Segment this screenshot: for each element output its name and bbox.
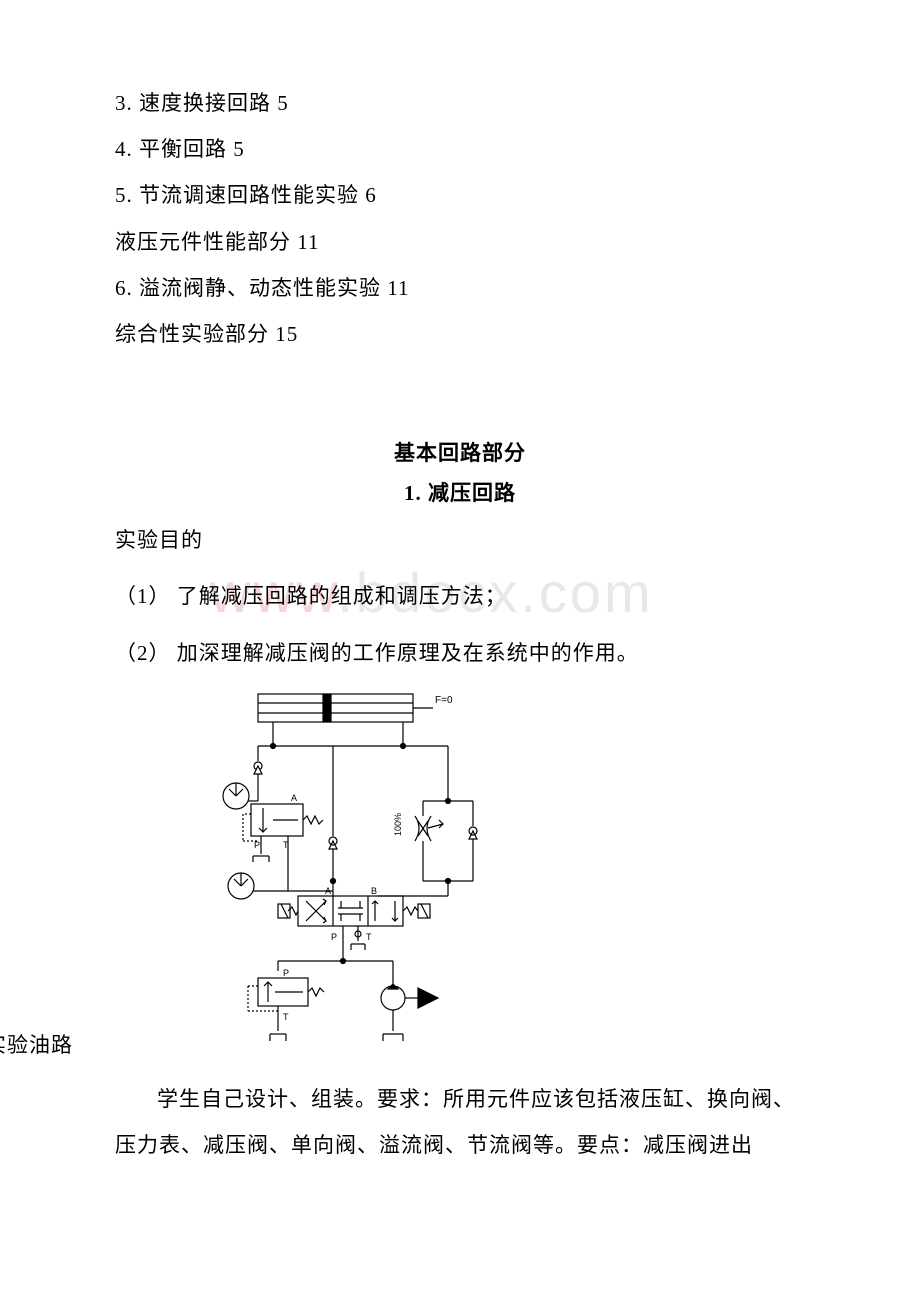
svg-text:T: T: [366, 932, 372, 942]
page-content: 3. 速度换接回路 5 4. 平衡回路 5 5. 节流调速回路性能实验 6 液压…: [115, 80, 805, 1168]
svg-text:P: P: [331, 932, 337, 942]
svg-text:T: T: [283, 1012, 289, 1022]
toc-list: 3. 速度换接回路 5 4. 平衡回路 5 5. 节流调速回路性能实验 6 液压…: [115, 80, 805, 357]
sub-heading: 1. 减压回路: [115, 477, 805, 507]
hydraulic-diagram: F=0: [203, 686, 493, 1061]
section-heading: 基本回路部分: [115, 437, 805, 467]
purpose-label: 实验目的: [115, 517, 805, 563]
toc-item: 4. 平衡回路 5: [115, 126, 805, 172]
toc-item: 3. 速度换接回路 5: [115, 80, 805, 126]
svg-text:P: P: [254, 840, 260, 850]
description-text: 学生自己设计、组装。要求：所用元件应该包括液压缸、换向阀、压力表、减压阀、单向阀…: [115, 1076, 805, 1168]
svg-text:B: B: [371, 886, 377, 896]
svg-text:F=0: F=0: [435, 695, 453, 706]
svg-text:100%: 100%: [393, 813, 403, 836]
toc-item: 综合性实验部分 15: [115, 311, 805, 357]
toc-item: 5. 节流调速回路性能实验 6: [115, 172, 805, 218]
purpose-item: （1） 了解减压回路的组成和调压方法；: [115, 573, 805, 619]
svg-text:P: P: [283, 968, 289, 978]
hydraulic-schematic-svg: F=0: [203, 686, 493, 1056]
svg-text:A: A: [325, 886, 331, 896]
circuit-label: 实验油路: [0, 1029, 73, 1061]
svg-text:A: A: [291, 793, 297, 803]
toc-item: 液压元件性能部分 11: [115, 219, 805, 265]
diagram-row: 实验油路 F=0: [115, 686, 805, 1061]
purpose-item: （2） 加深理解减压阀的工作原理及在系统中的作用。: [115, 630, 805, 676]
toc-item: 6. 溢流阀静、动态性能实验 11: [115, 265, 805, 311]
